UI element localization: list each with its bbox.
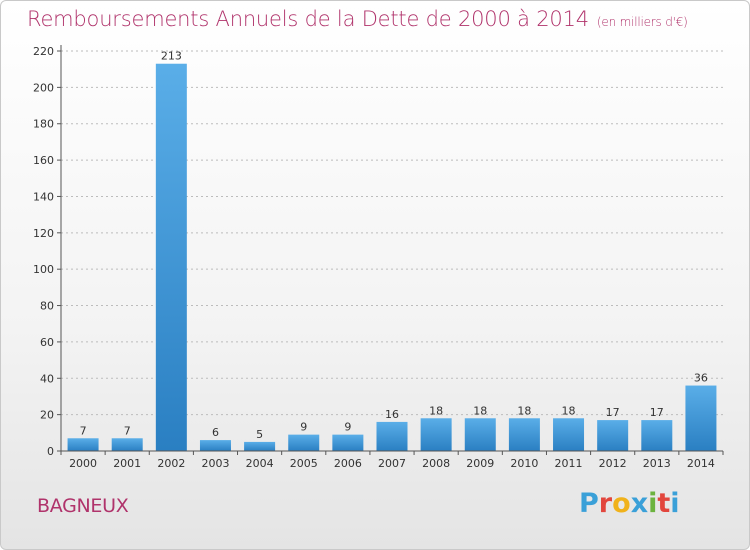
bar	[244, 441, 276, 451]
x-tick-label: 2014	[687, 457, 715, 470]
bar	[508, 418, 540, 451]
bar	[67, 438, 99, 451]
city-name: BAGNEUX	[37, 495, 129, 517]
bar	[155, 63, 187, 452]
x-tick-label: 2011	[555, 457, 583, 470]
bar	[332, 434, 364, 451]
y-tick-label: 60	[40, 336, 54, 349]
data-label: 16	[385, 408, 399, 421]
x-tick-label: 2004	[246, 457, 274, 470]
logo-letter: t	[657, 488, 671, 519]
data-label: 5	[256, 428, 263, 441]
bar	[597, 420, 629, 451]
x-tick-label: 2008	[422, 457, 450, 470]
y-tick-label: 200	[33, 81, 54, 94]
data-label: 7	[80, 424, 87, 437]
y-tick-label: 80	[40, 300, 54, 313]
data-label: 18	[517, 404, 531, 417]
bar	[199, 440, 231, 451]
x-tick-label: 2001	[113, 457, 141, 470]
x-tick-label: 2003	[201, 457, 229, 470]
data-label: 6	[212, 426, 219, 439]
y-tick-label: 40	[40, 372, 54, 385]
x-tick-label: 2013	[643, 457, 671, 470]
y-tick-label: 0	[47, 445, 54, 458]
x-tick-label: 2002	[157, 457, 185, 470]
x-tick-label: 2000	[69, 457, 97, 470]
x-tick-label: 2006	[334, 457, 362, 470]
x-tick-label: 2005	[290, 457, 318, 470]
bar	[641, 420, 673, 451]
logo-letter: P	[579, 488, 599, 519]
data-label: 18	[562, 404, 576, 417]
logo-letter: o	[612, 488, 631, 519]
x-tick-label: 2012	[599, 457, 627, 470]
bar	[685, 385, 717, 451]
bar	[376, 421, 408, 451]
data-label: 17	[606, 406, 620, 419]
logo-letter: i	[670, 488, 680, 519]
logo-letter: i	[648, 488, 658, 519]
proxiti-logo: Proxiti	[579, 488, 680, 519]
x-tick-label: 2007	[378, 457, 406, 470]
logo-letter: r	[598, 488, 613, 519]
bar	[288, 434, 320, 451]
chart-title: Remboursements Annuels de la Dette de 20…	[27, 7, 688, 31]
chart-title-text: Remboursements Annuels de la Dette de 20…	[27, 7, 589, 31]
y-tick-label: 160	[33, 154, 54, 167]
bar	[420, 418, 452, 451]
y-tick-label: 140	[33, 190, 54, 203]
bar	[553, 418, 585, 451]
chart-subtitle: (en milliers d'€)	[596, 15, 688, 29]
bar	[111, 438, 143, 451]
y-tick-label: 20	[40, 409, 54, 422]
bar	[464, 418, 496, 451]
data-label: 213	[161, 50, 182, 63]
data-label: 9	[300, 421, 307, 434]
data-label: 17	[650, 406, 664, 419]
data-label: 9	[344, 421, 351, 434]
y-tick-label: 220	[33, 45, 54, 58]
data-label: 18	[473, 404, 487, 417]
data-label: 18	[429, 404, 443, 417]
data-label: 36	[694, 372, 708, 385]
logo-letter: x	[630, 488, 649, 519]
y-tick-label: 100	[33, 263, 54, 276]
x-tick-label: 2010	[510, 457, 538, 470]
y-tick-label: 180	[33, 118, 54, 131]
data-label: 7	[124, 424, 131, 437]
y-tick-label: 120	[33, 227, 54, 240]
x-tick-label: 2009	[466, 457, 494, 470]
